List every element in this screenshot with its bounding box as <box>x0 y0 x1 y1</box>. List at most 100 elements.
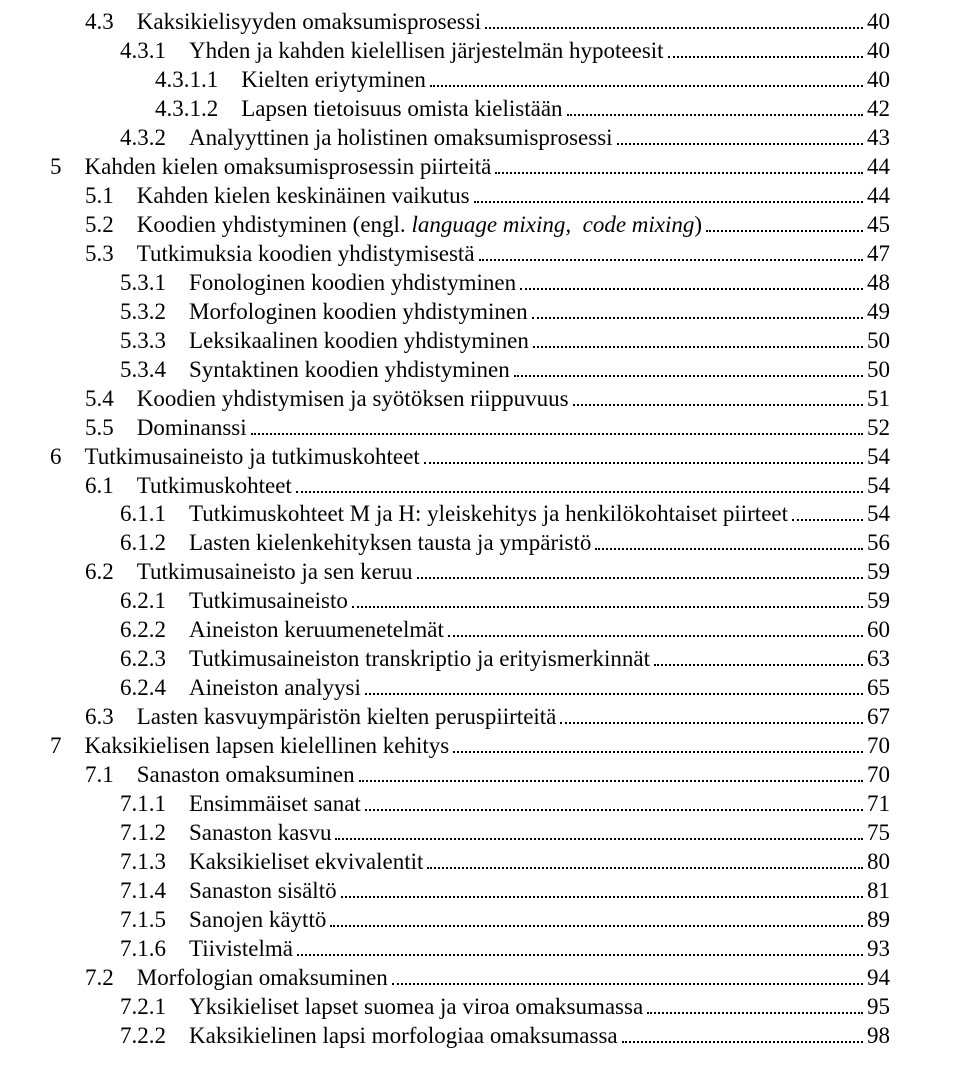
toc-entry-title: 6.1.2 Lasten kielenkehityksen tausta ja … <box>120 529 591 558</box>
toc-entry-title: 5.3.3 Leksikaalinen koodien yhdistyminen <box>120 327 529 356</box>
toc-entry-page: 51 <box>867 385 890 414</box>
toc-leader <box>533 346 863 348</box>
toc-entry-page: 63 <box>867 645 890 674</box>
toc-entry: 5.5 Dominanssi52 <box>50 414 890 443</box>
toc-entry-page: 70 <box>867 732 890 761</box>
toc-entry-page: 54 <box>867 472 890 501</box>
toc-leader <box>706 230 863 232</box>
toc-entry-title: 6.3 Lasten kasvuympäristön kielten perus… <box>85 703 556 732</box>
toc-entry-title: 7.1 Sanaston omaksuminen <box>85 761 355 790</box>
toc-entry: 7.2.2 Kaksikielinen lapsi morfologiaa om… <box>50 1022 890 1051</box>
toc-leader <box>485 27 863 29</box>
toc-leader <box>297 954 863 956</box>
toc-entry-title: 4.3.2 Analyyttinen ja holistinen omaksum… <box>120 124 613 153</box>
toc-entry-page: 50 <box>867 327 890 356</box>
toc-leader <box>668 56 863 58</box>
toc-entry-page: 44 <box>867 182 890 211</box>
toc-entry: 6.1 Tutkimuskohteet 54 <box>50 472 890 501</box>
toc-entry: 4.3.1.1 Kielten eriytyminen 40 <box>50 66 890 95</box>
toc-entry: 5.1 Kahden kielen keskinäinen vaikutus 44 <box>50 182 890 211</box>
toc-entry: 6.2.4 Aineiston analyysi65 <box>50 674 890 703</box>
toc-entry: 7.1.1 Ensimmäiset sanat71 <box>50 790 890 819</box>
toc-entry: 7.2.1 Yksikieliset lapset suomea ja viro… <box>50 993 890 1022</box>
toc-entry: 4.3.1.2 Lapsen tietoisuus omista kielist… <box>50 95 890 124</box>
toc-entry: 5.4 Koodien yhdistymisen ja syötöksen ri… <box>50 385 890 414</box>
toc-entry-title: 6.2.1 Tutkimusaineisto <box>120 587 348 616</box>
toc-entry: 6 Tutkimusaineisto ja tutkimuskohteet 54 <box>50 443 890 472</box>
toc-leader <box>448 635 863 637</box>
toc-entry: 7.1.6 Tiivistelmä 93 <box>50 935 890 964</box>
toc-entry-page: 56 <box>867 529 890 558</box>
toc-entry: 5.3.1 Fonologinen koodien yhdistyminen48 <box>50 269 890 298</box>
toc-entry-page: 43 <box>867 124 890 153</box>
toc-entry-title: 5.2 Koodien yhdistyminen (engl. language… <box>85 211 702 240</box>
toc-entry-page: 50 <box>867 356 890 385</box>
toc-leader <box>453 751 863 753</box>
toc-leader <box>617 143 863 145</box>
toc-entry-title: 7.1.6 Tiivistelmä <box>120 935 293 964</box>
toc-entry-page: 42 <box>867 95 890 124</box>
toc-entry-page: 52 <box>867 414 890 443</box>
toc-leader <box>417 577 863 579</box>
toc-entry: 6.2.1 Tutkimusaineisto59 <box>50 587 890 616</box>
toc-entry-page: 40 <box>867 8 890 37</box>
toc-entry-title: 6 Tutkimusaineisto ja tutkimuskohteet <box>50 443 420 472</box>
toc-entry: 7.2 Morfologian omaksuminen94 <box>50 964 890 993</box>
toc-entry: 7 Kaksikielisen lapsen kielellinen kehit… <box>50 732 890 761</box>
toc-leader <box>495 172 863 174</box>
toc-entry: 5 Kahden kielen omaksumisprosessin piirt… <box>50 153 890 182</box>
toc-entry-page: 45 <box>867 211 890 240</box>
toc-leader <box>359 780 863 782</box>
toc-entry: 6.2.3 Tutkimusaineiston transkriptio ja … <box>50 645 890 674</box>
toc-entry-page: 40 <box>867 66 890 95</box>
toc-entry: 7.1.2 Sanaston kasvu75 <box>50 819 890 848</box>
toc-entry-title: 4.3.1.1 Kielten eriytyminen <box>155 66 426 95</box>
toc-entry: 6.2.2 Aineiston keruumenetelmät60 <box>50 616 890 645</box>
toc-entry-title: 6.1 Tutkimuskohteet <box>85 472 292 501</box>
toc-leader <box>296 491 863 493</box>
toc-leader <box>251 433 863 435</box>
toc-entry: 7.1.4 Sanaston sisältö81 <box>50 877 890 906</box>
toc-entry-title: 5.3.1 Fonologinen koodien yhdistyminen <box>120 269 516 298</box>
toc-entry-title: 5.3.4 Syntaktinen koodien yhdistyminen <box>120 356 510 385</box>
toc-entry-page: 65 <box>867 674 890 703</box>
toc-leader <box>595 548 863 550</box>
toc-leader <box>365 693 863 695</box>
toc-entry-page: 80 <box>867 848 890 877</box>
toc-entry-page: 75 <box>867 819 890 848</box>
toc-entry-page: 60 <box>867 616 890 645</box>
toc-leader <box>330 925 863 927</box>
toc-entry: 4.3.1 Yhden ja kahden kielellisen järjes… <box>50 37 890 66</box>
toc-entry: 5.2 Koodien yhdistyminen (engl. language… <box>50 211 890 240</box>
toc-leader <box>365 809 863 811</box>
toc-entry-page: 81 <box>867 877 890 906</box>
toc-page: 4.3 Kaksikielisyyden omaksumisprosessi 40… <box>0 0 960 1091</box>
toc-entry-title: 6.1.1 Tutkimuskohteet M ja H: yleiskehit… <box>120 500 788 529</box>
toc-entry: 4.3.2 Analyyttinen ja holistinen omaksum… <box>50 124 890 153</box>
toc-entry-title: 4.3 Kaksikielisyyden omaksumisprosessi <box>85 8 481 37</box>
toc-entry-title: 5.1 Kahden kielen keskinäinen vaikutus <box>85 182 470 211</box>
toc-entry-page: 93 <box>867 935 890 964</box>
toc-leader <box>474 201 863 203</box>
toc-entry-title: 5.3 Tutkimuksia koodien yhdistymisestä <box>85 240 475 269</box>
toc-entry: 5.3.2 Morfologinen koodien yhdistyminen4… <box>50 298 890 327</box>
toc-leader <box>647 1012 863 1014</box>
toc-leader <box>335 838 863 840</box>
toc-leader <box>514 375 863 377</box>
toc-leader <box>573 404 863 406</box>
toc-entry-page: 67 <box>867 703 890 732</box>
toc-entry-title: 4.3.1.2 Lapsen tietoisuus omista kielist… <box>155 95 563 124</box>
toc-entry-page: 94 <box>867 964 890 993</box>
toc-leader <box>532 317 863 319</box>
toc-entry-page: 71 <box>867 790 890 819</box>
toc-entry-page: 54 <box>867 443 890 472</box>
toc-leader <box>352 606 863 608</box>
toc-entry-title: 5.4 Koodien yhdistymisen ja syötöksen ri… <box>85 385 569 414</box>
toc-entry-title: 5.3.2 Morfologinen koodien yhdistyminen <box>120 298 528 327</box>
toc-entry: 7.1 Sanaston omaksuminen70 <box>50 761 890 790</box>
toc-leader <box>341 896 863 898</box>
toc-entry-page: 54 <box>867 500 890 529</box>
toc-leader <box>424 462 863 464</box>
toc-entry-page: 59 <box>867 558 890 587</box>
toc-leader <box>479 259 863 261</box>
